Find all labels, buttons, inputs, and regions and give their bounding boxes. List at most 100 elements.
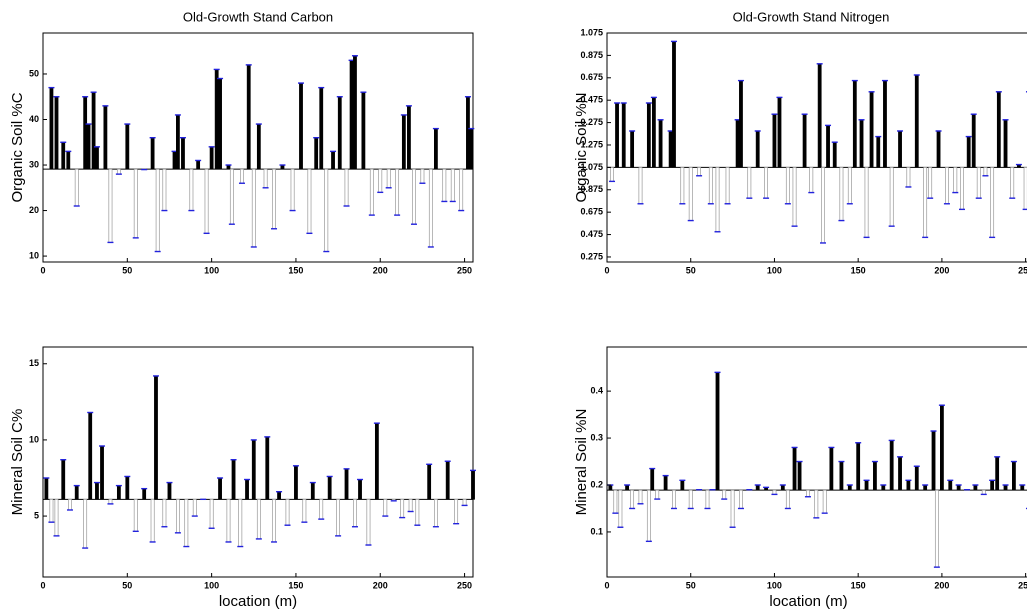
x-tick-label: 250 (1018, 265, 1027, 275)
subplot: 0 50 100 150 200 250 5 10 15 location (m) Mineral … (9, 346, 476, 610)
x-tick-label: 50 (122, 580, 132, 590)
bar (336, 499, 340, 537)
bar (680, 480, 685, 491)
bar (638, 489, 643, 505)
bar (344, 168, 349, 207)
bar (395, 168, 400, 216)
bar (133, 499, 138, 532)
bar (116, 168, 121, 175)
bar (802, 113, 807, 168)
bar (245, 479, 249, 500)
bar (189, 168, 194, 211)
bar (715, 372, 720, 491)
bar (176, 499, 180, 534)
bar (814, 489, 819, 519)
bar (859, 119, 864, 168)
bar (209, 499, 214, 529)
bar (931, 430, 936, 491)
bar (672, 41, 676, 168)
bar (150, 137, 155, 170)
x-tick-label: 200 (373, 265, 388, 275)
bar (839, 461, 844, 491)
bar (49, 87, 54, 170)
bar (792, 167, 797, 227)
bar (739, 489, 743, 509)
bar (996, 91, 1001, 168)
bar (108, 168, 113, 243)
bar (906, 480, 911, 491)
bar (61, 141, 66, 170)
bar (990, 167, 995, 238)
bar (272, 499, 276, 543)
bar (976, 167, 981, 199)
bar (420, 168, 425, 184)
bar (995, 456, 1000, 491)
bar (881, 484, 886, 491)
bar (785, 167, 790, 205)
y-tick-label: 0.3 (590, 432, 603, 442)
bar (445, 460, 450, 500)
bar (265, 436, 270, 500)
bar (427, 463, 432, 500)
bar (256, 499, 261, 540)
x-axis-label: location (m) (219, 593, 297, 610)
bar (155, 168, 160, 252)
bar (772, 113, 777, 168)
bar (229, 168, 234, 225)
x-tick-label: 200 (934, 580, 949, 590)
bar (374, 422, 379, 500)
bar (214, 69, 219, 170)
y-tick-label: 0.275 (580, 251, 603, 261)
bar (747, 167, 752, 199)
bar (730, 489, 735, 528)
bar (806, 489, 810, 498)
bar (936, 130, 941, 168)
y-tick-label: 0.675 (580, 72, 603, 82)
bar (953, 167, 958, 193)
bar (971, 113, 976, 168)
bar (344, 468, 349, 500)
x-axis-label: location (m) (769, 593, 847, 610)
bar (658, 119, 663, 168)
bar (192, 499, 197, 517)
bar (618, 489, 623, 528)
x-tick-label: 150 (288, 265, 303, 275)
bar (218, 477, 222, 500)
bar (650, 468, 655, 491)
axes-box (606, 346, 1027, 578)
y-tick-label: 1.275 (580, 139, 603, 149)
bar (797, 461, 802, 491)
bar (412, 168, 416, 225)
y-tick-label: 0.275 (580, 117, 603, 127)
y-tick-label: 10 (29, 434, 39, 444)
bar (302, 499, 307, 523)
y-tick-label: 0.4 (590, 385, 603, 395)
bar (821, 167, 825, 244)
bar (196, 160, 201, 170)
bar (630, 489, 635, 509)
y-tick-label: 20 (29, 205, 39, 215)
y-tick-label: 1.075 (580, 162, 603, 172)
bar (688, 489, 693, 509)
bar (74, 485, 79, 500)
bar (209, 146, 214, 170)
bar (889, 440, 894, 491)
bar (785, 489, 790, 509)
bar (231, 459, 236, 500)
bar (755, 484, 760, 491)
x-tick-label: 250 (457, 265, 472, 275)
bar (832, 141, 837, 168)
x-tick-label: 200 (934, 265, 949, 275)
x-tick-label: 150 (851, 580, 866, 590)
x-tick-label: 100 (767, 265, 782, 275)
bar (407, 105, 411, 170)
bar (256, 123, 261, 170)
bar (864, 480, 869, 491)
x-tick-label: 0 (604, 265, 609, 275)
bar (162, 499, 167, 528)
bar (869, 91, 874, 168)
bar (310, 482, 315, 500)
bar (876, 136, 881, 168)
bar (294, 465, 298, 500)
bar (956, 484, 961, 491)
